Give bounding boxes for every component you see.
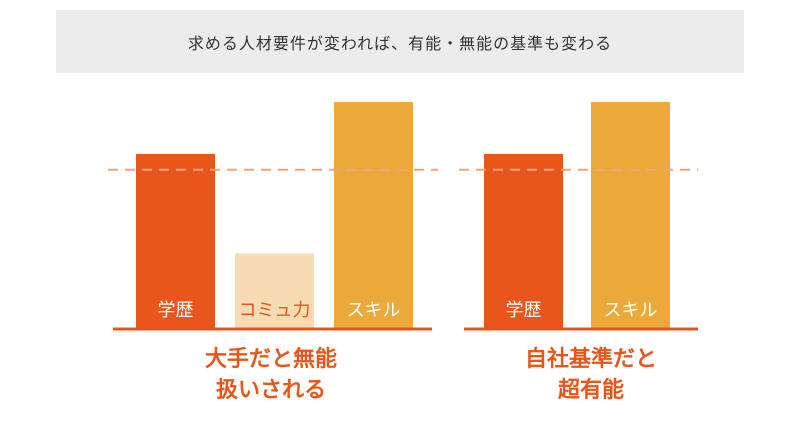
bar-label-right-skill: スキル (604, 300, 658, 321)
bar-left-communication (235, 253, 314, 328)
header-banner: 求める人材要件が変われば、有能・無能の基準も変わる (56, 10, 744, 73)
chart-caption-right: 自社基準だと 超有能 (524, 347, 657, 403)
bar-left-skill (334, 102, 413, 328)
bar-label-left-education: 学歴 (158, 300, 194, 321)
bar-right-skill (591, 102, 670, 328)
bar-label-left-skill: スキル (347, 300, 401, 321)
bar-right-education (484, 153, 563, 328)
chart-caption-left: 大手だと無能 扱いされる (204, 347, 337, 403)
header-text: 求める人材要件が変われば、有能・無能の基準も変わる (187, 33, 613, 53)
bar-label-left-communication: コミュ力 (239, 300, 311, 321)
bar-label-right-education: 学歴 (506, 300, 542, 321)
bar-left-education (136, 153, 215, 328)
